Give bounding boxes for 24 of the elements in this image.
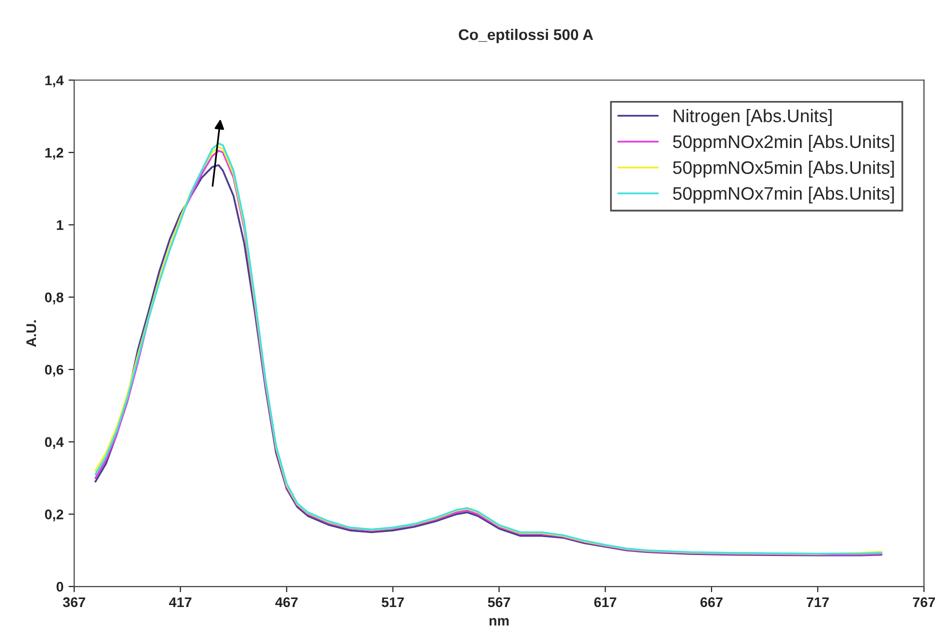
legend-label: 50ppmNOx5min [Abs.Units] xyxy=(673,160,894,178)
x-tick-label: 667 xyxy=(700,597,723,608)
y-tick-label: 1,2 xyxy=(45,148,64,160)
chart-title: Co_eptilossi 500 A xyxy=(458,28,594,44)
x-tick-label: 417 xyxy=(169,597,192,607)
y-tick-label: 0 xyxy=(56,582,64,592)
x-tick-label: 717 xyxy=(806,597,829,607)
y-tick-label: 0,4 xyxy=(45,437,64,450)
x-tick-label: 367 xyxy=(62,597,86,608)
x-tick-label: 467 xyxy=(275,597,298,608)
legend-label: 50ppmNOx2min [Abs.Units] xyxy=(673,134,894,152)
y-tick-label: 1 xyxy=(56,220,64,230)
x-tick-label: 517 xyxy=(382,597,404,608)
y-tick-label: 0,2 xyxy=(45,510,64,522)
y-tick-label: 0,8 xyxy=(45,292,64,304)
y-tick-label: 0,6 xyxy=(45,364,64,377)
y-tick-label: 1,4 xyxy=(45,76,64,88)
x-tick-label: 767 xyxy=(912,597,935,608)
x-tick-label: 567 xyxy=(488,597,510,608)
y-axis-title: A.U. xyxy=(26,320,36,347)
x-axis-title: nm xyxy=(490,618,509,626)
legend-label: Nitrogen [Abs.Units] xyxy=(674,109,832,126)
x-tick-label: 617 xyxy=(594,597,616,608)
legend-label: 50ppmNOx7min [Abs.Units] xyxy=(673,186,894,204)
